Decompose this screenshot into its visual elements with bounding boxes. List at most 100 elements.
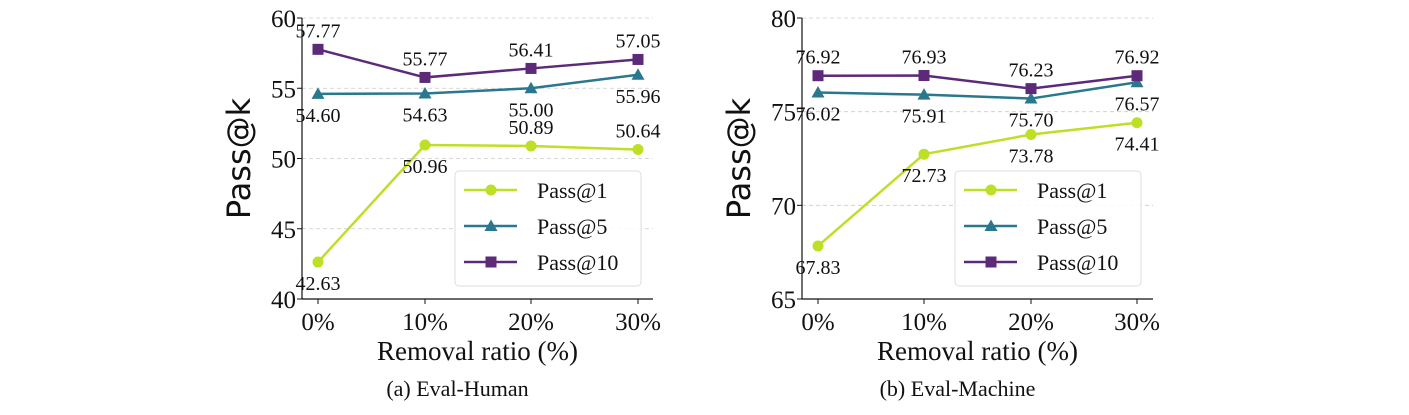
y-tick-label: 75 [771, 100, 796, 127]
legend-entry: Pass@1 [964, 178, 1107, 203]
data-point [812, 70, 824, 82]
series-line [817, 74, 1138, 90]
legend-marker [985, 184, 997, 196]
series-pass-at-1: 42.63 50.96 50.89 50.64 [296, 117, 661, 295]
data-point [918, 148, 930, 160]
data-point [524, 81, 538, 94]
data-point [918, 70, 930, 82]
x-tick-label: 30% [1114, 309, 1160, 336]
x-tick-label: 0% [801, 309, 834, 336]
data-label: 56.41 [509, 39, 554, 61]
legend-box [454, 170, 642, 287]
x-tick-label: 20% [508, 309, 554, 336]
data-point [1024, 92, 1038, 104]
y-tick-label: 80 [771, 6, 796, 33]
data-point [917, 88, 931, 100]
legend-entry: Pass@10 [964, 250, 1118, 275]
series-line [317, 143, 639, 263]
y-axis-label: Pass@k [720, 97, 758, 219]
legend-label: Pass@5 [1037, 214, 1107, 239]
data-point [311, 87, 325, 99]
y-tick-label: 55 [271, 76, 296, 103]
series-line [817, 81, 1138, 100]
data-label: 55.96 [616, 86, 661, 108]
x-axis-label: Removal ratio (%) [877, 336, 1078, 366]
x-tick-label: 10% [901, 309, 947, 336]
data-point [632, 53, 644, 65]
data-label: 74.41 [1115, 134, 1160, 156]
data-label: 76.57 [1115, 93, 1160, 115]
legend-box [954, 170, 1142, 287]
data-point [1025, 129, 1037, 141]
series-pass-at-5: 76.02 75.91 75.70 76.57 [796, 75, 1160, 132]
caption: (b) Eval-Machine [880, 376, 1036, 401]
legend-entry: Pass@5 [964, 214, 1107, 239]
legend: Pass@1 Pass@5 Pass@10 [454, 170, 642, 287]
legend-marker [484, 219, 498, 231]
data-point [1131, 117, 1143, 129]
data-point [812, 240, 824, 252]
y-tick-label: 45 [271, 217, 296, 244]
data-label: 42.63 [296, 273, 341, 295]
data-label: 50.89 [509, 117, 554, 139]
data-label: 57.05 [616, 30, 661, 52]
data-label: 76.02 [796, 104, 841, 126]
data-label: 73.78 [1009, 146, 1054, 168]
chart-panel-1: 40 45 50 55 60 0% 10% 20% 30% Removal ratio (%) Pa… [220, 6, 661, 401]
series-line [317, 73, 639, 96]
data-point [418, 86, 432, 99]
legend-label: Pass@1 [537, 178, 607, 203]
y-tick-label: 65 [771, 287, 796, 314]
data-point [312, 43, 324, 55]
x-tick-label: 10% [402, 309, 448, 336]
data-point [1131, 70, 1143, 82]
data-point [525, 140, 537, 152]
legend-label: Pass@5 [537, 214, 607, 239]
legend-label: Pass@10 [1037, 250, 1118, 275]
data-point [312, 256, 324, 268]
y-axis-label: Pass@k [220, 97, 258, 219]
data-label: 50.64 [616, 121, 661, 143]
chart-panel-2: 65 70 75 80 0% 10% 20% 30% Removal ratio (%) Pass… [720, 6, 1160, 401]
data-label: 75.70 [1009, 110, 1054, 132]
data-point [811, 86, 825, 98]
legend-entry: Pass@5 [464, 214, 607, 239]
data-label: 55.00 [509, 99, 554, 121]
y-tick-label: 70 [771, 193, 796, 220]
data-label: 75.91 [902, 106, 947, 128]
legend-entry: Pass@1 [464, 178, 607, 203]
data-label: 76.92 [1115, 47, 1160, 69]
data-point [419, 139, 431, 151]
series-pass-at-5: 54.60 54.63 55.00 55.96 [296, 68, 661, 127]
data-point [419, 71, 431, 83]
data-label: 76.92 [796, 47, 841, 69]
x-axis-label: Removal ratio (%) [377, 336, 578, 366]
legend-entry: Pass@10 [464, 250, 618, 275]
data-label: 54.60 [296, 105, 341, 127]
series-pass-at-1: 67.83 72.73 73.78 74.41 [796, 117, 1160, 279]
legend: Pass@1 Pass@5 Pass@10 [954, 170, 1142, 287]
y-tick-label: 60 [271, 6, 296, 33]
legend-label: Pass@1 [1037, 178, 1107, 203]
data-point [631, 68, 645, 80]
legend-marker [984, 219, 998, 231]
data-label: 50.96 [403, 156, 448, 178]
data-point [1130, 75, 1144, 88]
x-tick-label: 0% [301, 309, 334, 336]
legend-marker [485, 184, 497, 196]
data-point [632, 144, 644, 156]
legend-marker [985, 256, 997, 268]
legend-label: Pass@10 [537, 250, 618, 275]
x-tick-label: 20% [1008, 309, 1054, 336]
data-point [1025, 83, 1037, 95]
caption: (a) Eval-Human [386, 376, 528, 401]
data-label: 55.77 [403, 48, 448, 70]
data-point [525, 62, 537, 74]
series-pass-at-10: 57.77 55.77 56.41 57.05 [296, 20, 661, 83]
y-tick-label: 50 [271, 147, 296, 174]
y-tick-label: 40 [271, 287, 296, 314]
legend-marker [485, 256, 497, 268]
data-label: 76.93 [902, 47, 947, 69]
data-label: 72.73 [902, 165, 947, 187]
